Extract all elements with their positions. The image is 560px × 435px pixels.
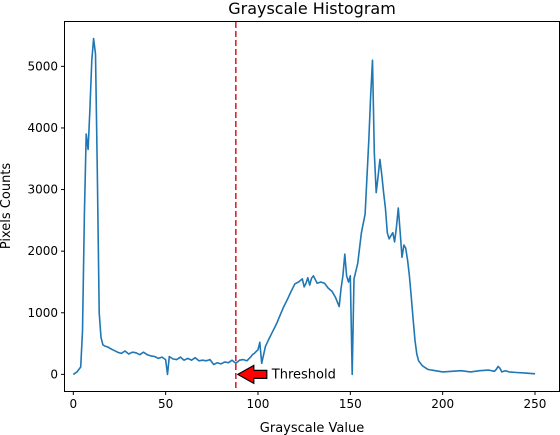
x-tick-label: 50 <box>158 397 173 411</box>
annotation-layer <box>236 364 268 385</box>
y-tick-label: 3000 <box>27 183 58 197</box>
y-tick-label: 4000 <box>27 121 58 135</box>
series-layer <box>72 22 536 391</box>
plot-frame <box>64 21 560 392</box>
series-line-0 <box>72 37 536 376</box>
x-tick-label: 250 <box>524 397 547 411</box>
y-tick-label: 5000 <box>27 59 58 73</box>
x-tick-label: 200 <box>431 397 454 411</box>
x-axis-label: Grayscale Value <box>260 421 364 435</box>
y-tick-label: 1000 <box>27 306 58 320</box>
y-tick-label: 2000 <box>27 244 58 258</box>
y-tick-label: 0 <box>50 367 58 381</box>
ticks-layer: 0 50 100 150 200 250 0 1000 2000 3000 4000 5000 <box>27 59 546 411</box>
chart-title: Grayscale Histogram <box>228 0 396 18</box>
threshold-arrow <box>236 364 268 385</box>
threshold-annotation-text: Threshold <box>271 367 336 382</box>
x-tick-label: 0 <box>69 397 77 411</box>
x-tick-label: 100 <box>247 397 270 411</box>
x-tick-label: 150 <box>339 397 362 411</box>
y-axis-label: Pixels Counts <box>0 163 14 250</box>
